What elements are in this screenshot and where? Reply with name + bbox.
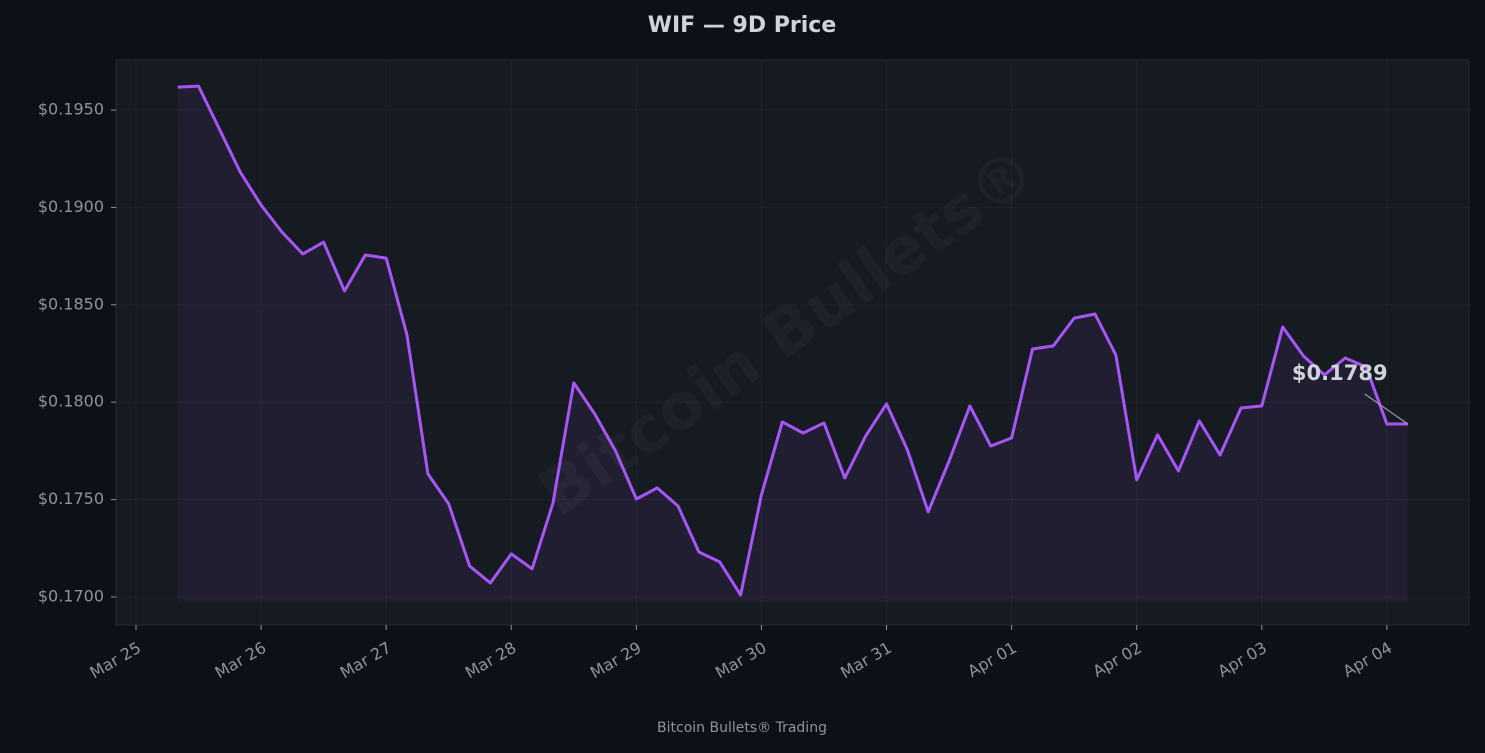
y-tick-label: $0.1900: [38, 197, 104, 216]
y-tick-label: $0.1750: [38, 489, 104, 508]
y-tick-label: $0.1800: [38, 392, 104, 411]
area: [177, 86, 1408, 603]
footer: Bitcoin Bullets® Trading: [657, 720, 827, 736]
chart-title: WIF — 9D Price: [648, 13, 837, 38]
y-tick-label: $0.1850: [38, 294, 104, 313]
plot-area: [115, 59, 1470, 626]
line: [177, 84, 1408, 597]
y-tick-label: $0.1700: [38, 586, 104, 605]
y-tick-label: $0.1950: [38, 100, 104, 119]
annotation: $0.1789: [1292, 361, 1388, 385]
annotation-arrow: [1364, 393, 1409, 425]
